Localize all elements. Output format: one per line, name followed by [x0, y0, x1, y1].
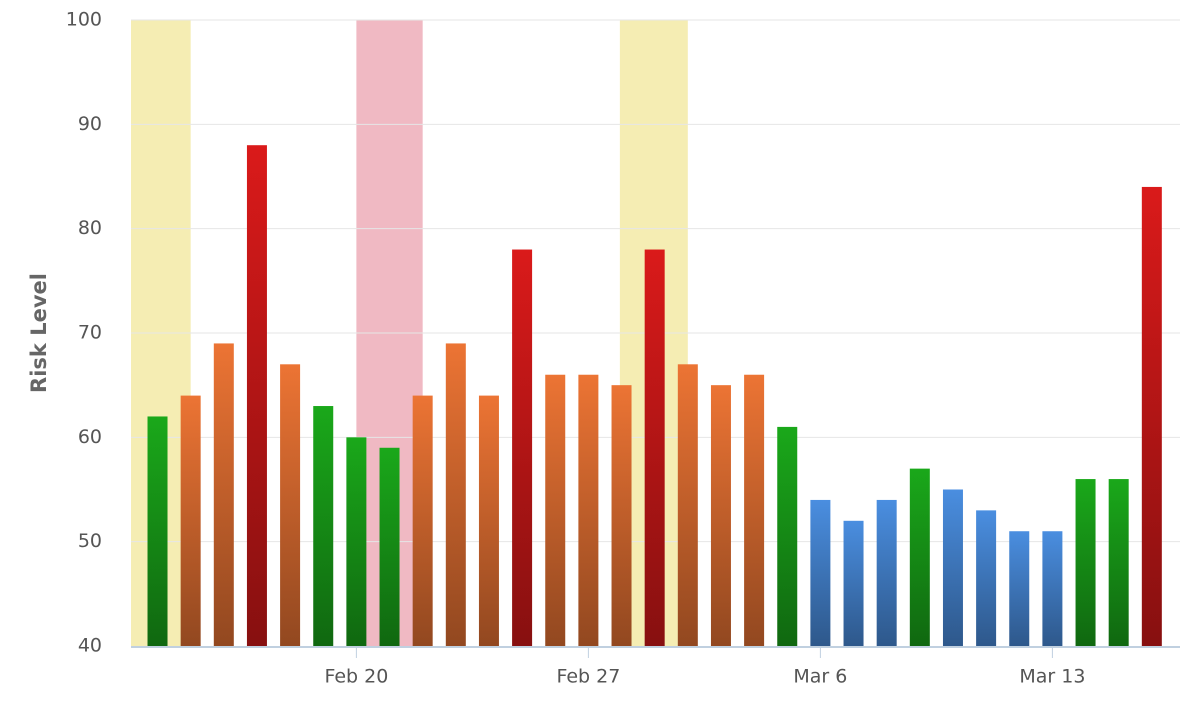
bar	[644, 249, 665, 647]
bar	[1042, 531, 1063, 646]
x-tick-label: Mar 6	[793, 666, 847, 688]
bar	[478, 395, 499, 646]
y-tick-label: 90	[78, 113, 102, 135]
bar	[1108, 479, 1129, 646]
y-axis-title: Risk Level	[27, 273, 51, 393]
y-tick-label: 40	[78, 635, 102, 657]
bar	[876, 499, 897, 646]
bar	[445, 343, 466, 646]
y-tick-label: 80	[78, 217, 102, 239]
bar	[412, 395, 433, 646]
bar	[677, 364, 698, 646]
bar	[213, 343, 234, 646]
bar	[180, 395, 201, 646]
bar	[578, 374, 599, 646]
bar	[379, 447, 400, 646]
bar	[346, 437, 367, 646]
bar	[777, 426, 798, 646]
bar	[710, 385, 731, 646]
bar	[1075, 479, 1096, 646]
bar	[512, 249, 533, 647]
bar	[843, 520, 864, 646]
bar	[942, 489, 963, 646]
bar	[280, 364, 301, 646]
x-tick-label: Mar 13	[1019, 666, 1085, 688]
y-tick-label: 60	[78, 426, 102, 448]
bar	[1141, 186, 1162, 646]
bar	[810, 499, 831, 646]
bar	[976, 510, 997, 646]
y-tick-label: 50	[78, 530, 102, 552]
y-tick-label: 70	[78, 322, 102, 344]
bar	[1009, 531, 1030, 646]
bar	[246, 145, 267, 646]
x-tick-label: Feb 27	[556, 666, 620, 688]
bar	[545, 374, 566, 646]
x-tick-label: Feb 20	[324, 666, 388, 688]
y-tick-label: 100	[66, 9, 102, 31]
bar	[313, 406, 334, 646]
bar	[909, 468, 930, 646]
bar	[744, 374, 765, 646]
bar	[147, 416, 168, 646]
bar	[611, 385, 632, 646]
